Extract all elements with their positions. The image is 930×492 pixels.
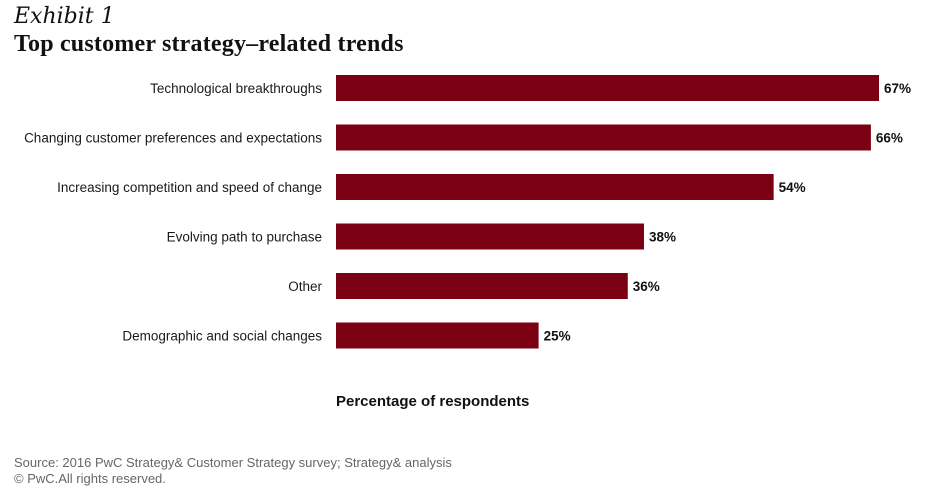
- source-note: Source: 2016 PwC Strategy& Customer Stra…: [14, 455, 452, 487]
- bar: [336, 174, 774, 200]
- category-label: Technological breakthroughs: [150, 81, 322, 96]
- exhibit-number: Exhibit 1: [14, 4, 115, 29]
- x-axis-label: Percentage of respondents: [336, 393, 530, 410]
- value-label: 54%: [779, 180, 806, 195]
- bar: [336, 75, 879, 101]
- source-text: Source: 2016 PwC Strategy& Customer Stra…: [14, 455, 452, 470]
- chart-title: Top customer strategy–related trends: [14, 31, 404, 57]
- category-label: Evolving path to purchase: [167, 230, 322, 245]
- copyright-text: © PwC.All rights reserved.: [14, 471, 166, 486]
- value-label: 67%: [884, 81, 911, 96]
- category-label: Demographic and social changes: [122, 329, 322, 344]
- category-label: Other: [288, 279, 322, 294]
- bar: [336, 223, 644, 250]
- value-label: 25%: [544, 329, 571, 344]
- value-label: 66%: [876, 131, 903, 146]
- bar: [336, 124, 871, 151]
- value-label: 36%: [633, 279, 660, 294]
- bar: [336, 322, 539, 349]
- value-label: 38%: [649, 230, 676, 245]
- category-label: Increasing competition and speed of chan…: [57, 180, 322, 195]
- bar: [336, 273, 628, 299]
- category-label: Changing customer preferences and expect…: [24, 131, 322, 146]
